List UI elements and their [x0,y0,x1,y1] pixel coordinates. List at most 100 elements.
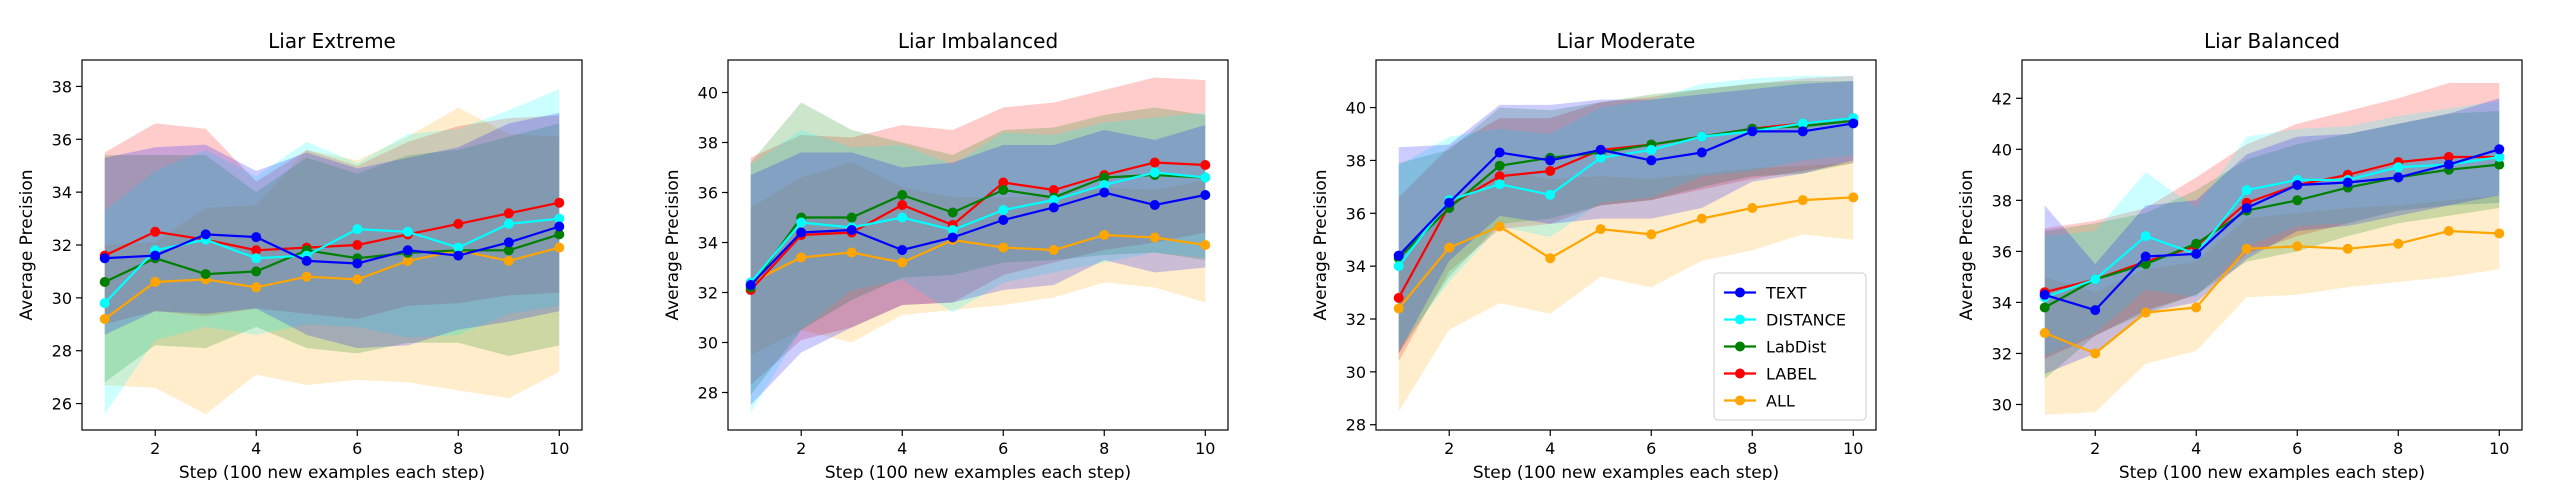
point-all-10 [554,242,565,253]
point-distance-10 [554,213,565,224]
line-text [2044,148,2500,312]
band-label [104,115,560,325]
point-all-6 [1646,229,1657,240]
point-labdist-4 [897,190,908,200]
line-all [1397,196,1854,310]
line-label [749,161,1206,291]
band-all [2044,195,2500,415]
point-label-8 [453,218,464,229]
point-label-10 [554,197,565,208]
y-tick-label: 26 [52,395,72,414]
point-text-9 [503,237,514,248]
y-tick-label: 36 [1346,204,1366,223]
point-labdist-1 [2039,302,2050,313]
point-distance-6 [998,205,1009,215]
point-label-1 [1393,292,1404,303]
line-label [1397,117,1854,299]
legend-item-text: TEXT [1724,284,1807,303]
point-distance-9 [503,218,514,229]
band-label [750,77,1206,385]
point-all-8 [1747,203,1758,213]
point-text-9 [1149,200,1160,210]
point-text-5 [2241,203,2252,213]
y-tick-label: 40 [698,84,718,103]
point-all-9 [2443,226,2454,236]
x-axis-label: Step (100 new examples each step) [825,463,1131,480]
point-distance-2 [2090,274,2101,285]
band-label [2044,83,2500,359]
plot-area [99,89,565,415]
line-distance [749,171,1206,284]
y-tick-label: 30 [52,289,72,308]
point-text-8 [1747,126,1758,137]
point-distance-1 [99,298,110,309]
point-distance-6 [1646,144,1657,155]
axes-frame [2021,59,2523,431]
point-text-1 [2039,289,2050,300]
band-text [750,125,1206,405]
band-all [104,107,560,415]
y-tick-label: 34 [52,183,72,202]
legend-marker-label [1735,368,1745,379]
y-tick-label: 36 [1992,242,2012,261]
legend-item-all: ALL [1724,392,1795,411]
point-text-1 [745,280,756,290]
point-all-2 [150,277,161,287]
line-all [104,246,560,320]
point-all-5 [301,271,312,282]
point-label-9 [503,208,514,219]
y-axis-label: Average Precision [663,169,683,320]
point-all-1 [99,314,110,324]
x-tick-label: 6 [998,439,1008,458]
x-tick-label: 2 [1444,439,1454,458]
point-text-1 [1393,250,1404,261]
y-tick-label: 30 [1346,363,1366,382]
point-labdist-4 [251,266,262,277]
point-text-4 [1545,155,1556,166]
point-labdist-6 [998,185,1009,195]
point-all-9 [503,255,514,266]
point-label-9 [2443,152,2454,162]
point-distance-10 [2494,152,2505,162]
point-text-3 [1494,147,1505,158]
point-distance-9 [1797,118,1808,129]
band-labdist [1398,81,1854,354]
point-labdist-3 [2140,259,2151,270]
x-tick-label: 2 [796,439,806,458]
x-tick-label: 2 [150,439,160,458]
band-all [750,162,1206,355]
point-distance-4 [897,212,908,223]
point-text-7 [2342,177,2353,188]
x-axis-label: Step (100 new examples each step) [1473,463,1779,480]
point-label-4 [897,200,908,210]
point-labdist-10 [554,229,565,240]
y-tick-label: 42 [1992,89,2012,108]
x-tick-label: 10 [1843,439,1863,458]
point-all-4 [251,282,262,293]
x-tick-label: 4 [2191,439,2201,458]
point-text-5 [947,232,958,243]
chart-panel-liar-extreme: Liar Extreme 2 4 6 8 10 26 28 30 32 34 36 38 Step (10… [17,29,583,480]
band-distance [750,112,1206,413]
y-tick-label: 28 [698,384,718,403]
band-text [2044,98,2500,374]
point-text-3 [2140,251,2151,262]
point-labdist-8 [1099,172,1110,183]
point-text-7 [1696,147,1707,158]
point-distance-8 [2393,162,2404,173]
point-all-8 [1099,230,1110,240]
point-text-10 [1200,190,1211,200]
point-label-4 [1545,166,1556,176]
point-text-9 [2443,159,2454,170]
point-labdist-3 [1494,160,1505,171]
point-distance-4 [1545,189,1556,200]
x-tick-label: 4 [1545,439,1555,458]
line-text [104,225,560,265]
point-all-7 [402,255,413,266]
point-text-3 [200,229,211,240]
point-distance-10 [1200,172,1211,183]
point-all-4 [1545,253,1556,264]
point-labdist-9 [503,245,514,256]
point-text-7 [402,245,413,256]
chart-panel-liar-imbalanced: Liar Imbalanced 2 4 6 8 10 28 30 32 34 36 38 40 Step … [663,29,1229,480]
